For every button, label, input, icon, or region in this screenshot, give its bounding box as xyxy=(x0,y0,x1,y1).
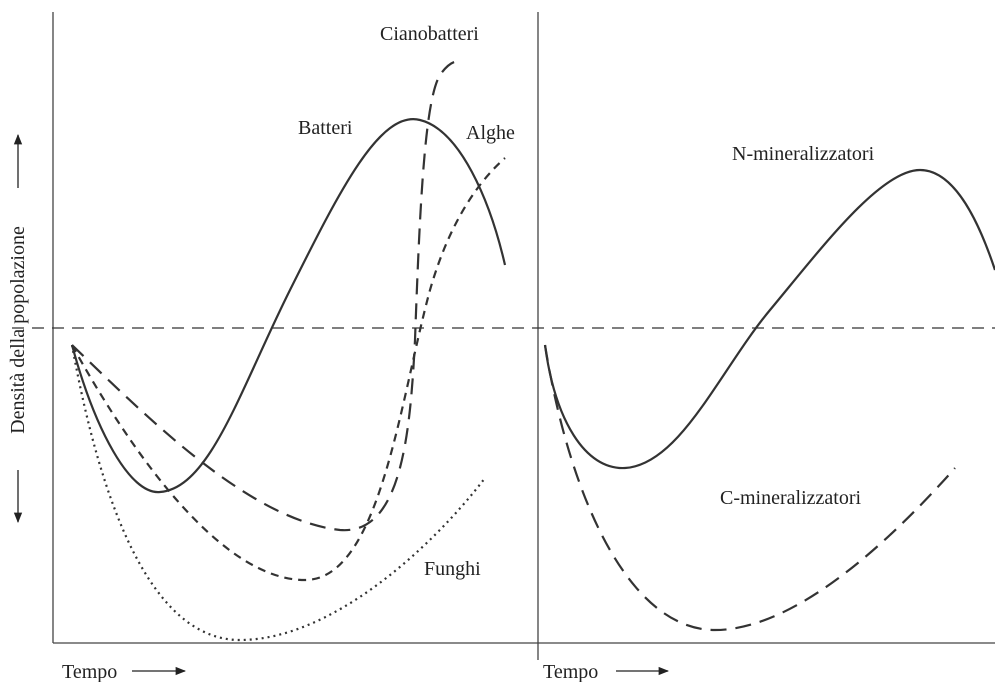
curve-label: Funghi xyxy=(424,558,481,580)
curve-label: C-mineralizzatori xyxy=(720,487,861,509)
cianobatteri-curve xyxy=(71,59,459,532)
y-label: Densità della popolazione xyxy=(7,226,29,434)
x-label: Tempo xyxy=(62,661,117,682)
funghi-curve xyxy=(70,344,486,642)
curve-label: Cianobatteri xyxy=(380,23,479,45)
alghe-curve xyxy=(71,157,506,582)
n-curve xyxy=(543,168,995,470)
curve-label: Batteri xyxy=(298,117,353,139)
axes xyxy=(52,12,995,660)
curve-label: N-mineralizzatori xyxy=(732,143,875,165)
x-label: Tempo xyxy=(543,661,598,682)
curve-label: Alghe xyxy=(466,122,515,144)
batteri-curve xyxy=(70,118,507,494)
c-curve xyxy=(543,344,956,632)
